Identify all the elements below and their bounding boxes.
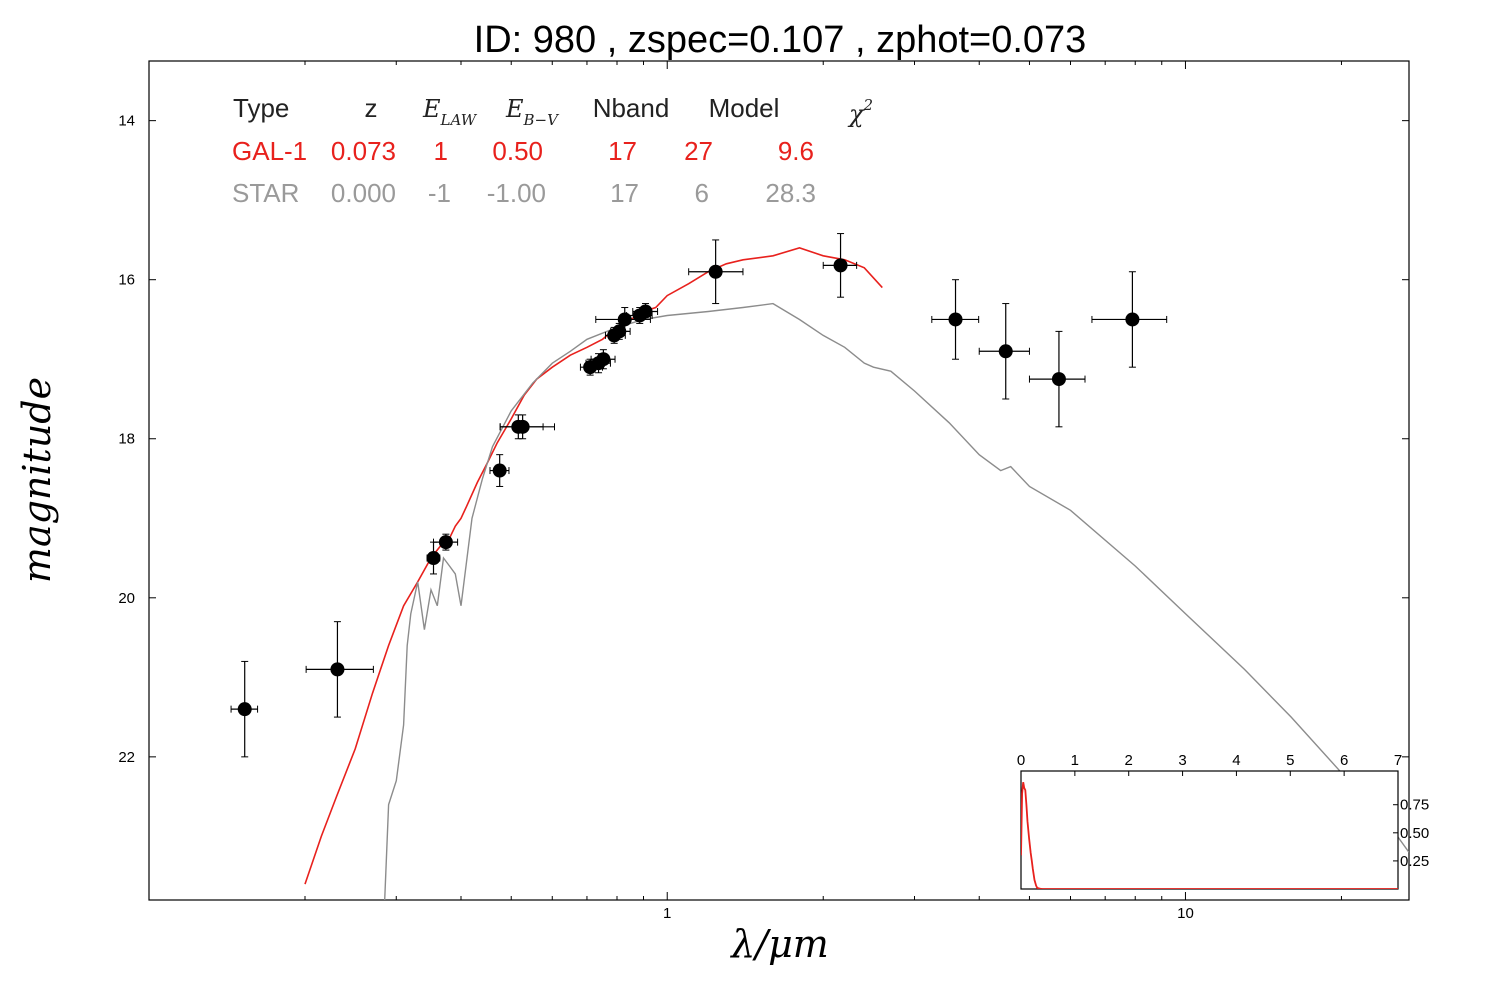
table-header-ebv-main: E: [505, 95, 524, 123]
pdz-inset: 0 1 2 3 4 5 6 7 0.25 0.50 0.75: [1017, 752, 1429, 890]
row-star-nband: 17: [610, 178, 639, 208]
point-marker: [948, 312, 963, 327]
table-header-elaw: ELAW: [422, 95, 478, 129]
inset-pdz-line: [1021, 782, 1398, 889]
inset-y-tick-label: 0.25: [1400, 853, 1429, 870]
inset-x-tick-label: 0: [1017, 752, 1025, 769]
data-point: [610, 322, 631, 340]
point-marker: [426, 551, 441, 566]
y-tick-label: 16: [118, 272, 135, 289]
inset-ticks: 0 1 2 3 4 5 6 7 0.25 0.50 0.75: [1017, 752, 1429, 870]
table-header-chi2-sup: 2: [863, 96, 874, 114]
row-star-elaw: -1: [428, 178, 451, 208]
model-curves: [304, 247, 1409, 900]
inset-x-tick-label: 5: [1286, 752, 1294, 769]
point-marker: [330, 662, 345, 677]
row-gal-z: 0.073: [331, 136, 396, 166]
inset-frame: [1020, 770, 1399, 890]
data-point: [1091, 271, 1168, 368]
inset-y-tick-label: 0.50: [1400, 825, 1429, 842]
x-tick-label: 1: [663, 905, 671, 922]
y-tick-label: 18: [118, 431, 135, 448]
plot-frame: [148, 60, 1410, 901]
point-marker: [237, 702, 252, 717]
inset-curve: [1021, 782, 1398, 889]
data-point: [499, 414, 555, 440]
data-point: [1028, 330, 1086, 428]
point-marker: [998, 344, 1013, 359]
inset-x-tick-label: 7: [1394, 752, 1402, 769]
row-star-model: 6: [695, 178, 709, 208]
y-axis-label: magnitude: [15, 377, 59, 583]
row-gal-elaw: 1: [434, 136, 448, 166]
photometry-points: [230, 233, 1168, 758]
data-point: [230, 660, 259, 758]
point-marker: [708, 264, 723, 279]
y-tick-label: 22: [118, 749, 135, 766]
data-point: [433, 533, 459, 551]
point-marker: [492, 463, 507, 478]
data-point: [632, 303, 659, 320]
y-tick-label: 14: [118, 113, 135, 130]
row-gal-ebv: 0.50: [492, 136, 543, 166]
point-marker: [1051, 372, 1066, 387]
data-point: [305, 621, 374, 718]
table-header-elaw-sub: LAW: [440, 111, 478, 129]
table-header-nband: Nband: [593, 93, 670, 123]
inset-y-tick-label: 0.75: [1400, 797, 1429, 814]
table-header-chi2-main: χ: [847, 100, 865, 128]
point-marker: [617, 312, 632, 327]
table-header-z: z: [365, 93, 378, 123]
inset-x-tick-label: 2: [1125, 752, 1133, 769]
inset-x-tick-label: 1: [1071, 752, 1079, 769]
data-point: [978, 303, 1030, 400]
table-header-ebv: EB−V: [505, 95, 560, 129]
inset-x-tick-label: 6: [1340, 752, 1348, 769]
row-star-z: 0.000: [331, 178, 396, 208]
data-point: [489, 454, 510, 487]
table-row-star: STAR 0.000 -1 -1.00 17 6 28.3: [232, 178, 816, 208]
table-header-model: Model: [709, 93, 780, 123]
row-gal-type: GAL-1: [232, 136, 307, 166]
data-point: [822, 233, 858, 298]
data-point: [590, 349, 616, 370]
star-model-curve: [384, 302, 1409, 900]
table-header-type: Type: [233, 93, 289, 123]
row-gal-nband: 17: [608, 136, 637, 166]
y-tick-label: 20: [118, 590, 135, 607]
row-gal-model: 27: [684, 136, 713, 166]
row-star-ebv: -1.00: [487, 178, 546, 208]
point-marker: [596, 352, 611, 367]
point-marker: [515, 419, 530, 434]
table-header-chi2: χ2: [847, 96, 873, 128]
x-tick-label: 10: [1177, 905, 1194, 922]
inset-x-tick-label: 4: [1232, 752, 1240, 769]
inset-x-tick-label: 3: [1178, 752, 1186, 769]
point-marker: [438, 535, 453, 550]
fit-summary-table: Type z ELAW EB−V Nband Model χ2 GAL-1 0.…: [232, 93, 873, 208]
row-star-chi2: 28.3: [765, 178, 816, 208]
table-header-elaw-main: E: [422, 95, 441, 123]
point-marker: [1125, 312, 1140, 327]
row-gal-chi2: 9.6: [778, 136, 814, 166]
chart-title: ID: 980 , zspec=0.107 , zphot=0.073: [474, 19, 1087, 61]
point-marker: [638, 304, 653, 319]
point-marker: [833, 258, 848, 273]
point-marker: [612, 324, 627, 339]
x-axis-label: λ/μm: [729, 922, 829, 966]
table-row-gal: GAL-1 0.073 1 0.50 17 27 9.6: [232, 136, 814, 166]
data-point: [688, 239, 744, 305]
data-point: [931, 279, 980, 360]
row-star-type: STAR: [232, 178, 299, 208]
table-header-ebv-sub: B−V: [523, 111, 561, 129]
